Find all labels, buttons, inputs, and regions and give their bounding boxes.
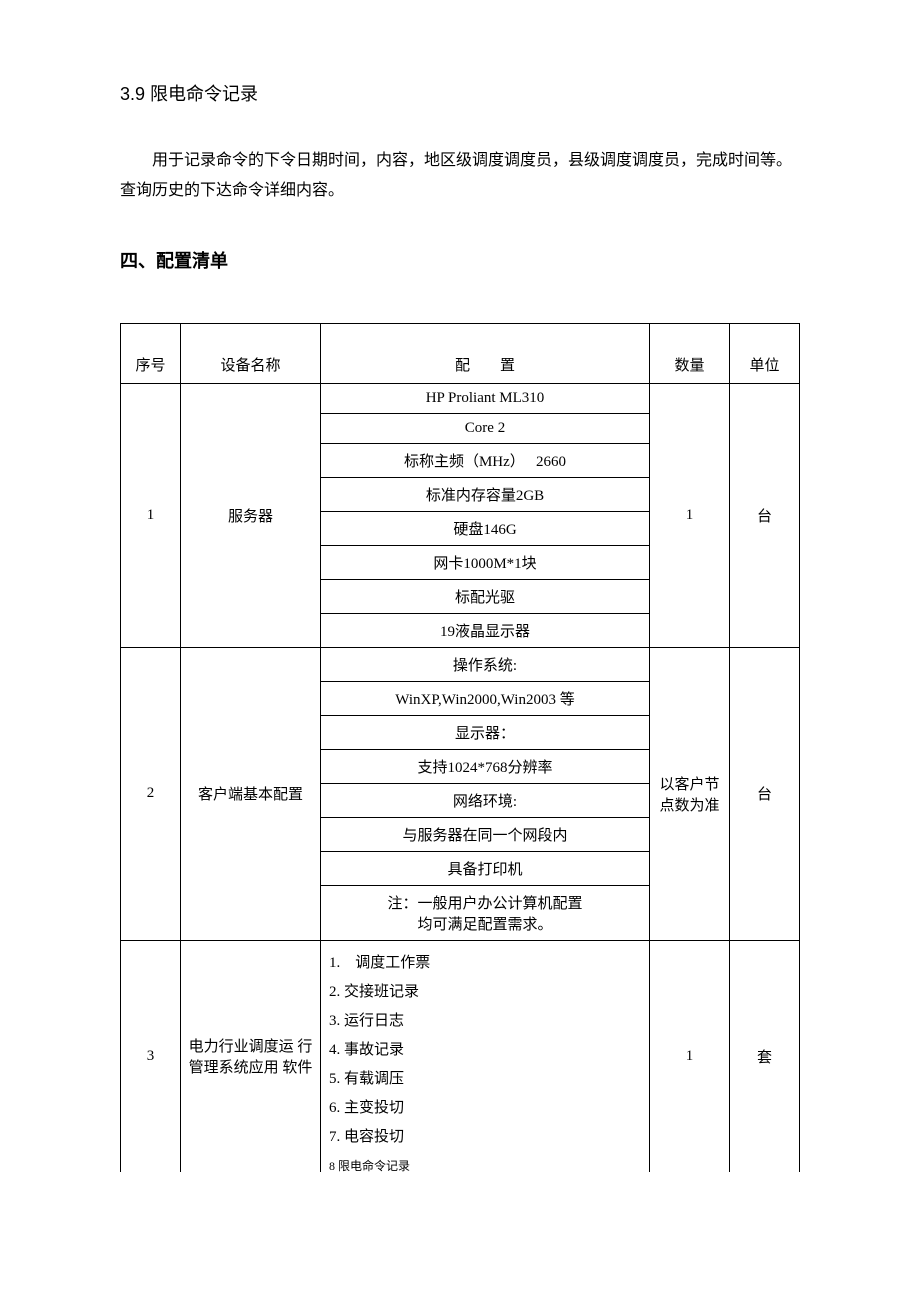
col-config: 配 置 <box>321 323 650 383</box>
cell-config-note: 注：一般用户办公计算机配置 均可满足配置需求。 <box>321 885 650 940</box>
col-seq: 序号 <box>121 323 181 383</box>
cell-name: 服务器 <box>181 383 321 647</box>
cell-qty: 1 <box>650 383 730 647</box>
cell-unit: 套 <box>730 940 800 1172</box>
cell-config-list: 1. 调度工作票 2. 交接班记录 3. 运行日志 4. 事故记录 5. 有载调… <box>321 940 650 1156</box>
cell-config-line: 显示器： <box>321 715 650 749</box>
cell-config-line: 标称主频（MHz） 2660 <box>321 443 650 477</box>
cell-qty: 以客户节点数为准 <box>650 647 730 940</box>
table-row: 2 客户端基本配置 操作系统: 以客户节点数为准 台 <box>121 647 800 681</box>
table-header-row: 序号 设备名称 配 置 数量 单位 <box>121 323 800 383</box>
table-row: 1 服务器 HP Proliant ML310 1 台 <box>121 383 800 413</box>
cell-seq: 2 <box>121 647 181 940</box>
cell-qty: 1 <box>650 940 730 1172</box>
col-unit: 单位 <box>730 323 800 383</box>
config-table: 序号 设备名称 配 置 数量 单位 1 服务器 HP Proliant ML31… <box>120 323 800 1172</box>
cell-unit: 台 <box>730 647 800 940</box>
cell-config-line: Core 2 <box>321 413 650 443</box>
cell-config-line: 标配光驱 <box>321 579 650 613</box>
cell-name: 客户端基本配置 <box>181 647 321 940</box>
cell-seq: 3 <box>121 940 181 1172</box>
col-name: 设备名称 <box>181 323 321 383</box>
cell-config-line: 19液晶显示器 <box>321 613 650 647</box>
cell-config-line: 操作系统: <box>321 647 650 681</box>
table-row: 3 电力行业调度运 行管理系统应用 软件 1. 调度工作票 2. 交接班记录 3… <box>121 940 800 1156</box>
cell-config-line: 支持1024*768分辨率 <box>321 749 650 783</box>
section-4-title: 四、配置清单 <box>120 247 800 273</box>
cell-config-line: 具备打印机 <box>321 851 650 885</box>
cell-config-line: WinXP,Win2000,Win2003 等 <box>321 681 650 715</box>
cell-config-line: 标准内存容量2GB <box>321 477 650 511</box>
cell-config-line: 网卡1000M*1块 <box>321 545 650 579</box>
cell-seq: 1 <box>121 383 181 647</box>
col-qty: 数量 <box>650 323 730 383</box>
cell-config-line: 网络环境: <box>321 783 650 817</box>
section-3-9-title: 3.9 限电命令记录 <box>120 80 800 106</box>
cell-name: 电力行业调度运 行管理系统应用 软件 <box>181 940 321 1172</box>
section-3-9-body: 用于记录命令的下令日期时间，内容，地区级调度调度员，县级调度调度员，完成时间等。… <box>120 146 800 207</box>
cell-config-cutoff: 8 限电命令记录 <box>321 1156 650 1172</box>
cell-config-line: HP Proliant ML310 <box>321 383 650 413</box>
cell-config-line: 硬盘146G <box>321 511 650 545</box>
cell-unit: 台 <box>730 383 800 647</box>
cell-config-line: 与服务器在同一个网段内 <box>321 817 650 851</box>
